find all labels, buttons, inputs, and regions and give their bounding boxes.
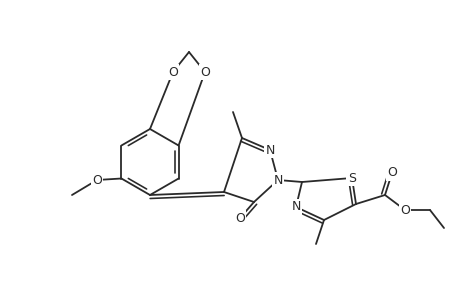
- Text: O: O: [92, 173, 102, 187]
- Text: N: N: [273, 173, 282, 187]
- Text: O: O: [399, 203, 409, 217]
- Text: O: O: [235, 212, 244, 224]
- Text: O: O: [168, 65, 178, 79]
- Text: N: N: [265, 143, 274, 157]
- Text: O: O: [386, 167, 396, 179]
- Text: O: O: [200, 65, 209, 79]
- Text: N: N: [291, 200, 300, 214]
- Text: S: S: [347, 172, 355, 184]
